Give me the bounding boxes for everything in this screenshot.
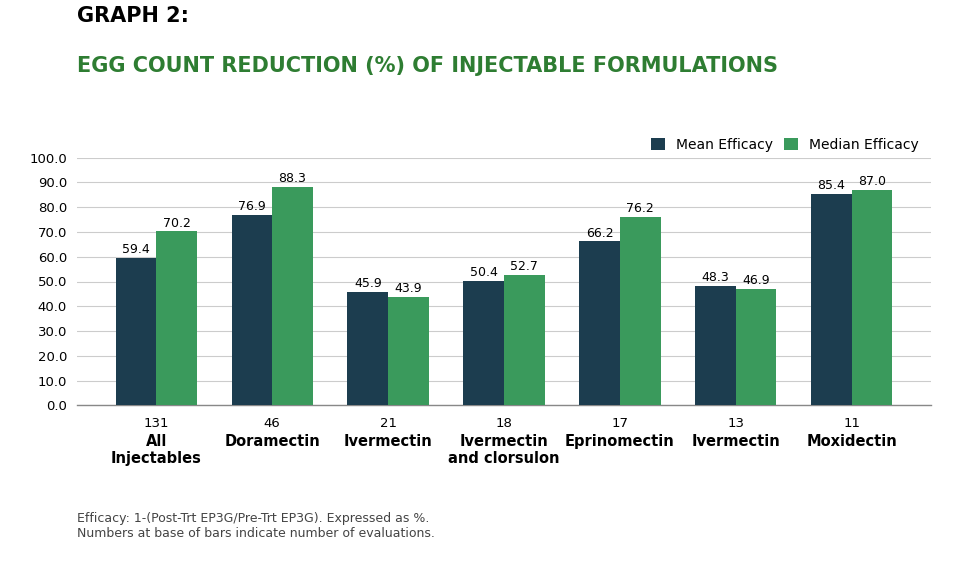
Bar <box>579 242 620 405</box>
Text: 52.7: 52.7 <box>511 260 539 273</box>
Text: 45.9: 45.9 <box>354 277 382 290</box>
Text: 11: 11 <box>843 417 860 430</box>
Text: Ivermectin
and clorsulon: Ivermectin and clorsulon <box>448 434 560 466</box>
Bar <box>156 231 197 405</box>
Bar <box>388 297 429 405</box>
Text: GRAPH 2:: GRAPH 2: <box>77 6 189 26</box>
Bar <box>852 190 893 405</box>
Text: Eprinomectin: Eprinomectin <box>565 434 675 449</box>
Text: 13: 13 <box>728 417 744 430</box>
Text: 59.4: 59.4 <box>122 243 150 257</box>
Text: 46: 46 <box>264 417 280 430</box>
Bar <box>620 217 660 405</box>
Text: 85.4: 85.4 <box>818 179 846 192</box>
Text: 76.2: 76.2 <box>626 202 654 215</box>
Text: 131: 131 <box>143 417 169 430</box>
Text: Doramectin: Doramectin <box>225 434 320 449</box>
Text: Efficacy: 1-(Post-Trt EP3G/Pre-Trt EP3G). Expressed as %.
Numbers at base of bar: Efficacy: 1-(Post-Trt EP3G/Pre-Trt EP3G)… <box>77 512 435 540</box>
Text: 76.9: 76.9 <box>238 200 266 213</box>
Text: 48.3: 48.3 <box>702 271 730 284</box>
Text: 87.0: 87.0 <box>858 175 886 188</box>
Text: 70.2: 70.2 <box>162 217 190 230</box>
Text: 46.9: 46.9 <box>742 274 770 288</box>
Bar <box>736 289 777 405</box>
Bar <box>811 194 852 405</box>
Text: 18: 18 <box>495 417 513 430</box>
Bar <box>464 280 504 405</box>
Text: EGG COUNT REDUCTION (%) OF INJECTABLE FORMULATIONS: EGG COUNT REDUCTION (%) OF INJECTABLE FO… <box>77 56 778 77</box>
Bar <box>231 215 272 405</box>
Bar <box>272 186 313 405</box>
Text: 66.2: 66.2 <box>586 227 613 240</box>
Text: 88.3: 88.3 <box>278 172 306 185</box>
Bar <box>348 292 388 405</box>
Bar <box>115 258 156 405</box>
Text: 21: 21 <box>379 417 396 430</box>
Text: Ivermectin: Ivermectin <box>691 434 780 449</box>
Legend: Mean Efficacy, Median Efficacy: Mean Efficacy, Median Efficacy <box>645 132 924 158</box>
Text: Ivermectin: Ivermectin <box>344 434 432 449</box>
Text: Moxidectin: Moxidectin <box>806 434 898 449</box>
Bar <box>504 275 544 405</box>
Bar <box>695 285 736 405</box>
Text: All
Injectables: All Injectables <box>110 434 202 466</box>
Text: 43.9: 43.9 <box>395 282 422 295</box>
Text: 50.4: 50.4 <box>469 266 497 279</box>
Text: 17: 17 <box>612 417 629 430</box>
